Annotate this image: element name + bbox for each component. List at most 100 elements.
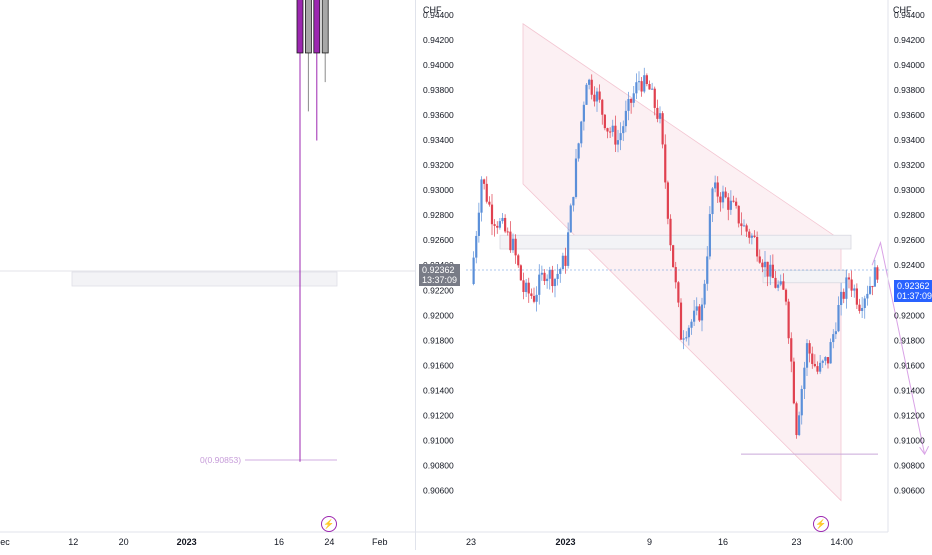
candle-body bbox=[813, 363, 816, 367]
candle-body bbox=[685, 337, 688, 339]
last-price: 0.92362 bbox=[897, 281, 930, 291]
candle-body bbox=[532, 295, 536, 302]
axis-unit-left: CHF bbox=[423, 5, 442, 15]
candle-body bbox=[664, 144, 667, 183]
candle-body bbox=[782, 281, 785, 290]
price-tick-label-left: 0.94000 bbox=[423, 60, 454, 70]
pane-divider[interactable] bbox=[415, 0, 416, 550]
lightning-icon[interactable]: ⚡ bbox=[813, 516, 829, 532]
candle-body bbox=[501, 217, 504, 222]
candle-body bbox=[619, 133, 622, 141]
support-zone bbox=[71, 271, 338, 287]
price-tick-label-left: 0.92600 bbox=[423, 235, 454, 245]
candle-body bbox=[632, 93, 635, 103]
candle-body bbox=[296, 0, 304, 54]
candle-body bbox=[475, 235, 478, 258]
candle-body bbox=[538, 274, 541, 295]
candle-body bbox=[577, 143, 580, 159]
candle-body bbox=[645, 75, 648, 85]
candle-body bbox=[630, 99, 633, 103]
candle-body bbox=[866, 293, 869, 299]
candle-body bbox=[556, 273, 559, 279]
candle-body bbox=[514, 238, 517, 256]
price-tick-label-left: 0.93600 bbox=[423, 110, 454, 120]
candle-body bbox=[711, 188, 714, 215]
candle-body bbox=[682, 338, 685, 340]
time-tick-label: 2023 bbox=[555, 537, 575, 547]
right-candlestick-chart[interactable]: 0.94400 0.94400 0.94200 0.94200 0.94000 0.940… bbox=[416, 0, 932, 550]
candle-body bbox=[771, 264, 774, 278]
price-tick-label-left: 0.92200 bbox=[423, 285, 454, 295]
candle-body bbox=[304, 0, 312, 54]
candle-body bbox=[590, 79, 593, 95]
candle-body bbox=[651, 88, 654, 90]
projection-arrow bbox=[871, 240, 926, 455]
candle-body bbox=[569, 205, 572, 233]
candle-body bbox=[637, 81, 641, 83]
candle-body bbox=[483, 179, 486, 184]
price-tick-label-left: 0.91000 bbox=[423, 435, 454, 445]
candle-body bbox=[585, 84, 588, 105]
candle-body bbox=[698, 306, 701, 321]
x-tick-label: 24 bbox=[324, 537, 334, 547]
candle-body bbox=[758, 256, 761, 263]
candle-body bbox=[530, 293, 533, 296]
candle-body bbox=[567, 232, 570, 266]
left-candlestick-chart[interactable]: 1(0.93630)0.618(0.92649)0.5(0.92347)0(0.… bbox=[0, 0, 416, 550]
candle-body bbox=[517, 255, 520, 266]
candle-body bbox=[543, 272, 546, 282]
candle-body bbox=[679, 302, 683, 340]
price-tick-label-left: 0.91800 bbox=[423, 335, 454, 345]
candle-body bbox=[829, 342, 832, 364]
candle-body bbox=[622, 126, 625, 134]
right-chart-pane[interactable]: 0.94400 0.94400 0.94200 0.94200 0.94000 0.940… bbox=[416, 0, 932, 550]
lightning-icon[interactable]: ⚡ bbox=[321, 516, 337, 532]
candle-body bbox=[653, 88, 656, 108]
last-price-tag-left: 0.92362 13:37:09 bbox=[419, 264, 461, 286]
candle-body bbox=[745, 225, 748, 232]
price-tick-label-right: 0.92600 bbox=[894, 235, 925, 245]
price-tick-label-left: 0.92000 bbox=[423, 310, 454, 320]
candle-body bbox=[840, 291, 843, 306]
candle-body bbox=[826, 357, 830, 364]
candle-body bbox=[842, 291, 845, 299]
candle-body bbox=[614, 125, 617, 145]
price-tick-label-left: 0.91400 bbox=[423, 385, 454, 395]
last-price-left: 0.92362 bbox=[422, 265, 455, 275]
price-tick-label-right: 0.92800 bbox=[894, 210, 925, 220]
price-tick-label-left: 0.91200 bbox=[423, 410, 454, 420]
price-tick-label-left: 0.92800 bbox=[423, 210, 454, 220]
fib-level-label: 0(0.90853) bbox=[200, 455, 241, 465]
candle-body bbox=[750, 235, 753, 238]
candle-body bbox=[540, 272, 543, 275]
candle-body bbox=[800, 388, 803, 416]
candle-body bbox=[784, 289, 788, 302]
candle-body bbox=[496, 225, 499, 228]
candle-body bbox=[761, 262, 764, 268]
candle-body bbox=[737, 205, 740, 224]
candle-body bbox=[742, 225, 746, 227]
candle-body bbox=[548, 269, 551, 279]
candle-body bbox=[627, 99, 630, 111]
candle-body bbox=[551, 269, 554, 287]
candle-body bbox=[855, 288, 858, 305]
candle-body bbox=[787, 301, 790, 339]
candle-body bbox=[574, 158, 578, 197]
countdown: 01:37:09 bbox=[897, 291, 932, 301]
left-chart-pane[interactable]: 1(0.93630)0.618(0.92649)0.5(0.92347)0(0.… bbox=[0, 0, 416, 550]
candle-body bbox=[595, 91, 599, 102]
candle-body bbox=[703, 283, 706, 305]
resistance-zone bbox=[499, 234, 852, 250]
time-tick-label: 14:00 bbox=[830, 537, 853, 547]
candle-body bbox=[498, 221, 501, 228]
candle-body bbox=[674, 267, 677, 283]
candle-body bbox=[580, 121, 583, 144]
candle-body bbox=[714, 182, 717, 189]
candle-body bbox=[504, 217, 507, 232]
price-tick-label-right: 0.94200 bbox=[894, 35, 925, 45]
candle-body bbox=[716, 182, 719, 197]
candle-body bbox=[564, 255, 567, 266]
price-tick-label-right: 0.92400 bbox=[894, 260, 925, 270]
candle-body bbox=[640, 81, 643, 92]
candle-body bbox=[792, 361, 795, 404]
